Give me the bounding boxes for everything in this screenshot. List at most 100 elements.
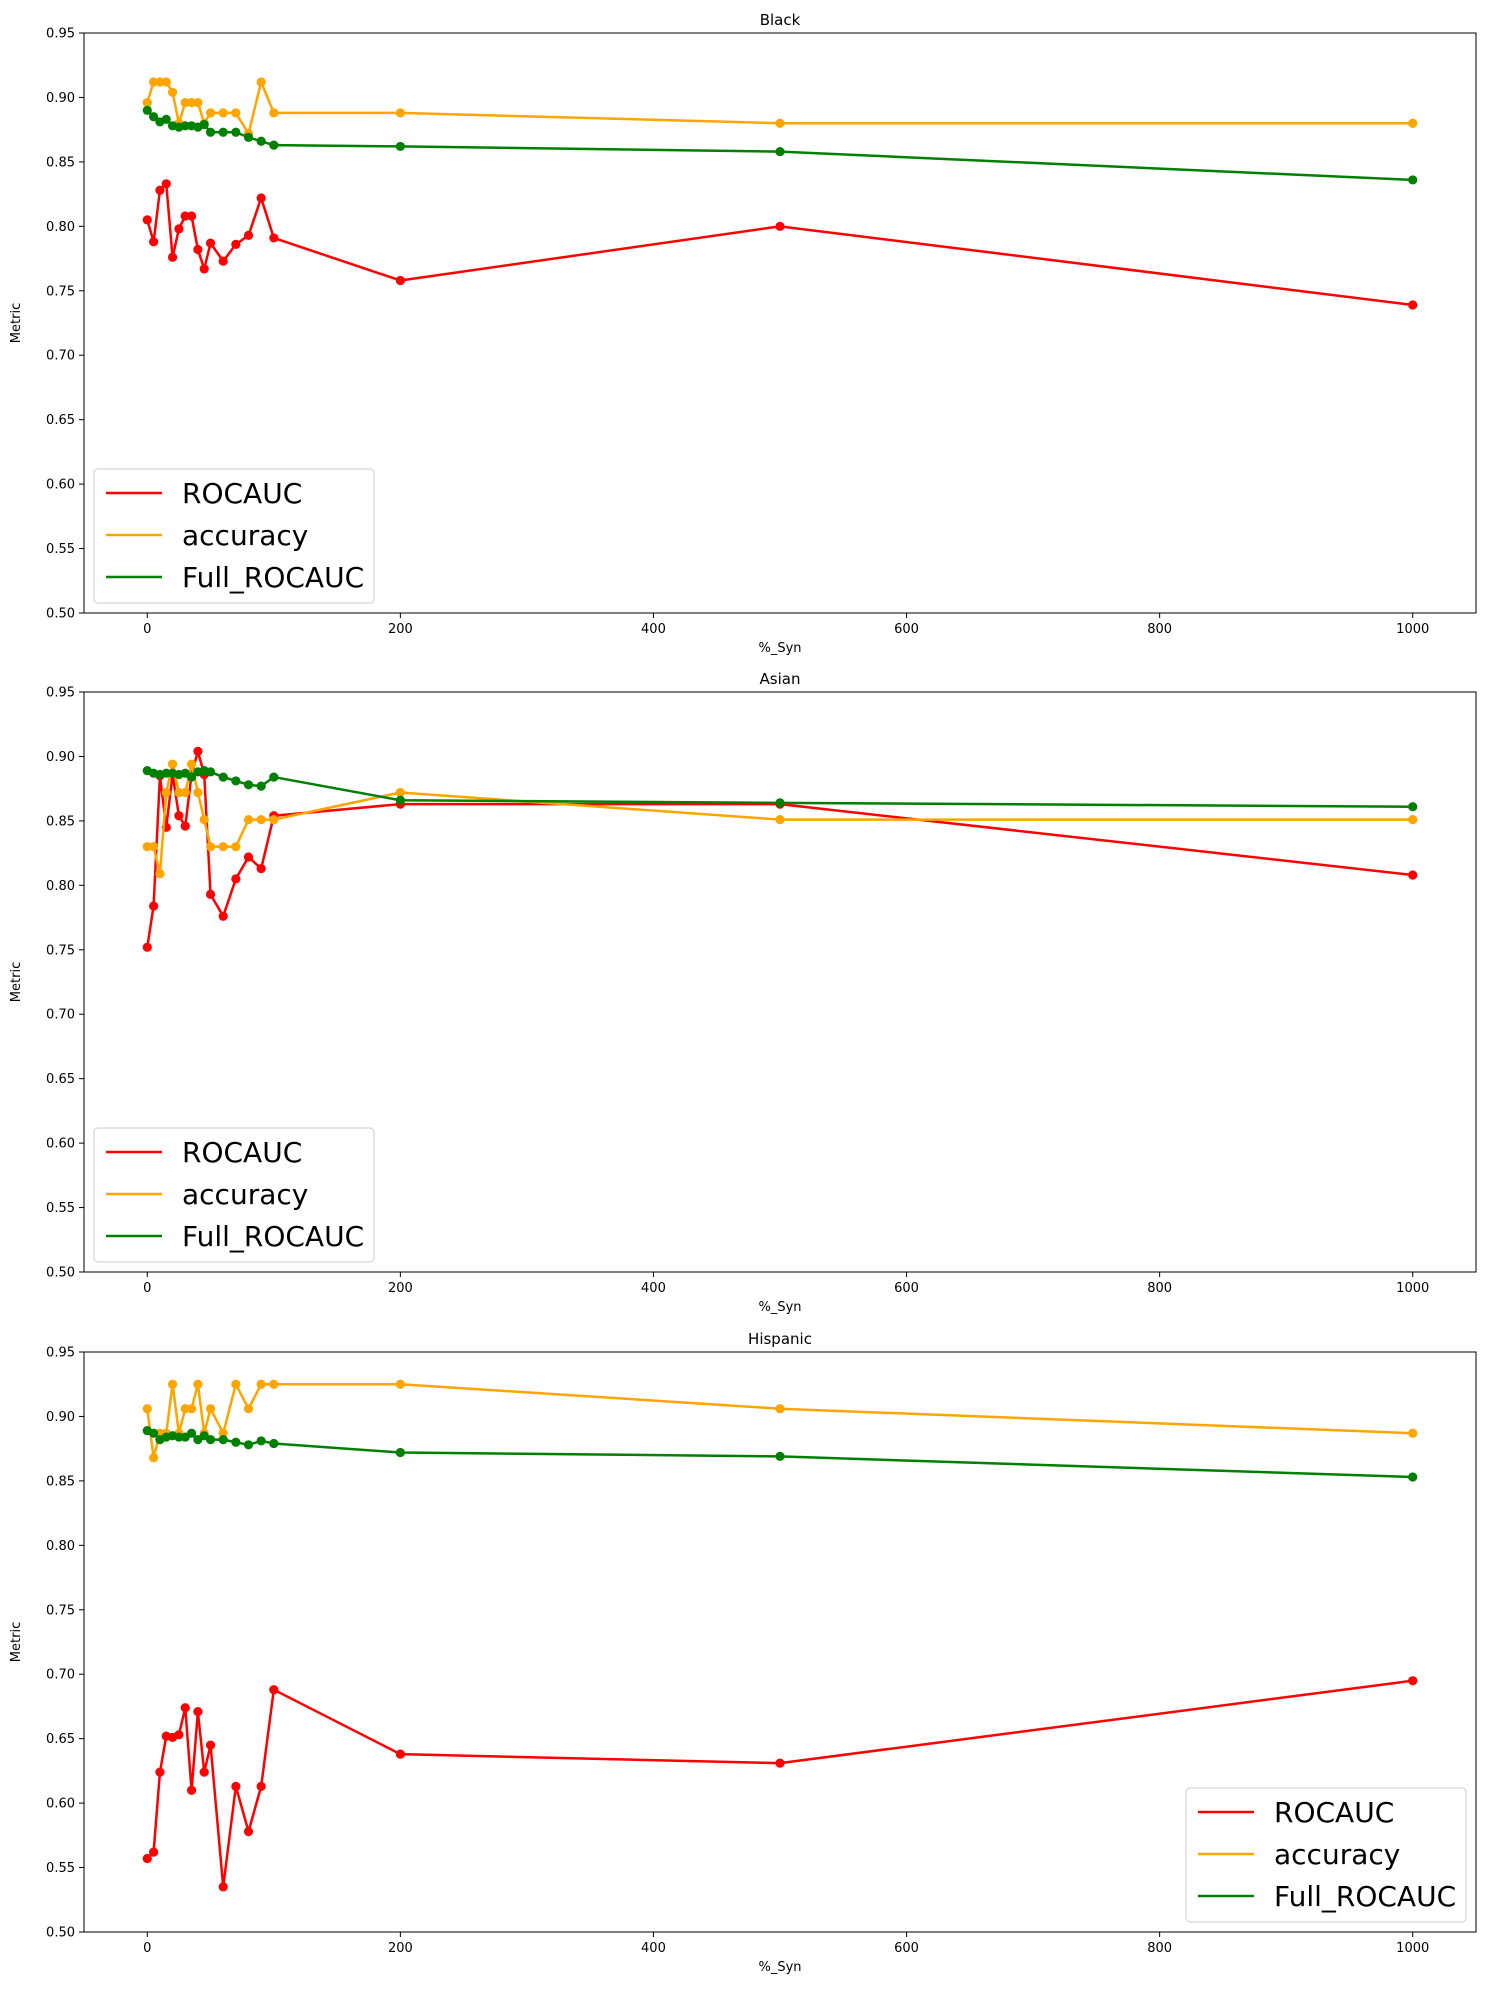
data-point-rocauc: [243, 852, 254, 862]
y-tick-label: 0.65: [46, 1072, 75, 1087]
chart-panel-hispanic: Hispanic 0.50 0.55 0.60 0.65 0.70 0.75 0.80 0.85…: [9, 1330, 1477, 1975]
data-point-full-rocauc: [142, 105, 152, 115]
data-point-accuracy: [193, 1379, 203, 1389]
y-tick-label: 0.80: [46, 879, 75, 894]
x-tick-label: 600: [894, 622, 919, 637]
y-tick-label: 0.70: [46, 349, 75, 364]
data-point-accuracy: [186, 759, 197, 769]
y-tick-label: 0.95: [46, 1346, 75, 1361]
data-point-accuracy: [205, 842, 216, 852]
y-axis-label: Metric: [9, 1622, 24, 1662]
data-point-rocauc: [199, 264, 209, 274]
data-point-rocauc: [256, 193, 266, 203]
y-tick-label: 0.50: [46, 1266, 75, 1281]
data-point-rocauc: [1408, 870, 1418, 880]
data-point-rocauc: [218, 1882, 228, 1892]
data-point-full-rocauc: [205, 127, 216, 137]
data-point-accuracy: [775, 815, 785, 825]
x-tick-label: 800: [1147, 1941, 1172, 1956]
data-point-accuracy: [142, 98, 152, 108]
data-point-rocauc: [205, 889, 216, 899]
data-point-accuracy: [186, 98, 197, 108]
data-point-accuracy: [1408, 815, 1418, 825]
data-point-accuracy: [205, 108, 216, 118]
chart-title: Hispanic: [748, 1330, 812, 1348]
legend-label: Full_ROCAUC: [1274, 1880, 1456, 1913]
x-tick-label: 400: [641, 1941, 666, 1956]
data-point-accuracy: [180, 98, 190, 108]
data-point-accuracy: [155, 869, 165, 879]
x-tick-label: 0: [143, 1281, 151, 1296]
data-point-rocauc: [256, 1781, 266, 1791]
data-point-accuracy: [395, 787, 405, 798]
x-tick-label: 800: [1147, 622, 1172, 637]
data-point-full-rocauc: [256, 136, 266, 146]
y-tick-label: 0.80: [46, 220, 75, 235]
data-point-rocauc: [142, 1853, 152, 1864]
data-point-accuracy: [186, 1404, 197, 1414]
y-tick-label: 0.75: [46, 284, 75, 299]
data-point-accuracy: [161, 787, 171, 798]
data-point-rocauc: [149, 237, 159, 247]
series-line-rocauc: [146, 182, 1413, 307]
x-tick-label: 0: [143, 622, 151, 637]
data-point-full-rocauc: [161, 768, 171, 778]
data-point-accuracy: [395, 1379, 405, 1389]
legend-box: [93, 1127, 375, 1263]
x-tick-label: 600: [894, 1281, 919, 1296]
data-point-rocauc: [180, 1703, 190, 1713]
legend: ROCAUC accuracy Full_ROCAUC: [93, 1127, 375, 1263]
x-tick-label: 800: [1147, 1281, 1172, 1296]
data-point-full-rocauc: [180, 121, 190, 131]
data-point-rocauc: [186, 211, 197, 221]
data-point-full-rocauc: [186, 772, 197, 782]
data-point-rocauc: [218, 911, 228, 921]
data-point-full-rocauc: [231, 127, 241, 137]
legend-box: [1185, 1787, 1467, 1923]
y-tick-label: 0.55: [46, 1861, 75, 1876]
data-point-full-rocauc: [243, 1440, 254, 1450]
x-axis-label: %_Syn: [758, 1960, 801, 1975]
legend-label: accuracy: [1274, 1838, 1400, 1871]
data-point-full-rocauc: [256, 781, 266, 791]
data-point-accuracy: [269, 1379, 279, 1389]
legend-label: Full_ROCAUC: [182, 1220, 364, 1253]
legend-label: accuracy: [182, 519, 308, 552]
data-point-rocauc: [167, 252, 178, 262]
data-point-accuracy: [395, 108, 405, 118]
data-point-rocauc: [186, 1785, 197, 1795]
data-point-rocauc: [149, 901, 159, 911]
data-point-accuracy: [1408, 1428, 1418, 1438]
data-point-full-rocauc: [149, 1428, 159, 1438]
legend-box: [93, 468, 375, 604]
data-point-rocauc: [775, 1758, 785, 1768]
data-point-rocauc: [218, 256, 228, 266]
data-point-rocauc: [231, 239, 241, 249]
data-point-accuracy: [218, 108, 228, 118]
y-tick-label: 0.85: [46, 1474, 75, 1489]
y-tick-label: 0.60: [46, 478, 75, 493]
chart-panel-black: Black 0.50 0.55 0.60 0.65 0.70 0.75 0.80 0.85 0.9…: [9, 11, 1477, 656]
x-axis-label: %_Syn: [758, 641, 801, 656]
series-line-accuracy: [146, 1382, 1413, 1459]
data-point-accuracy: [149, 1453, 159, 1463]
data-point-full-rocauc: [395, 795, 405, 805]
data-point-accuracy: [180, 787, 190, 798]
data-point-rocauc: [1408, 300, 1418, 310]
data-point-full-rocauc: [256, 1436, 266, 1446]
y-tick-label: 0.80: [46, 1539, 75, 1554]
y-tick-label: 0.70: [46, 1008, 75, 1023]
data-point-full-rocauc: [231, 776, 241, 786]
data-point-full-rocauc: [218, 1435, 228, 1445]
data-point-accuracy: [193, 787, 203, 798]
data-point-rocauc: [142, 215, 152, 225]
data-point-rocauc: [174, 224, 184, 234]
y-tick-label: 0.55: [46, 1201, 75, 1216]
chart-title: Asian: [760, 670, 801, 688]
data-point-accuracy: [231, 842, 241, 852]
x-tick-label: 1000: [1396, 1941, 1429, 1956]
data-point-rocauc: [149, 1847, 159, 1857]
data-point-rocauc: [269, 233, 279, 243]
y-tick-label: 0.65: [46, 1732, 75, 1747]
data-point-full-rocauc: [161, 114, 171, 124]
